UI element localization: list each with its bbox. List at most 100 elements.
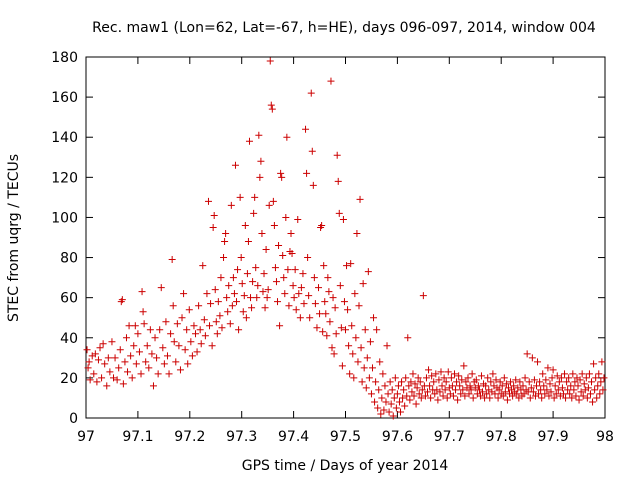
data-point (456, 382, 464, 390)
data-point (561, 370, 569, 378)
y-tick-label: 120 (51, 170, 78, 186)
y-tick-label: 20 (60, 371, 78, 387)
data-point (354, 358, 362, 366)
data-point (280, 274, 288, 282)
data-point (348, 322, 356, 330)
data-point (362, 384, 370, 392)
data-point (467, 386, 475, 394)
data-point (343, 262, 351, 270)
data-point (269, 197, 277, 205)
data-points (83, 57, 608, 420)
data-point (555, 378, 563, 386)
data-point (145, 364, 153, 372)
data-point (397, 408, 405, 416)
data-point (440, 374, 448, 382)
data-point (442, 378, 450, 386)
data-point (428, 372, 436, 380)
data-point (584, 384, 592, 392)
data-point (415, 390, 423, 398)
data-point (196, 326, 204, 334)
data-point (412, 400, 420, 408)
data-point (116, 346, 124, 354)
data-point (466, 382, 474, 390)
data-point (143, 342, 151, 350)
data-point (236, 193, 244, 201)
y-tick-label: 140 (51, 130, 78, 146)
data-point (299, 270, 307, 278)
data-point (553, 372, 561, 380)
data-point (163, 352, 171, 360)
data-point (156, 326, 164, 334)
data-point (479, 388, 487, 396)
data-point (275, 242, 283, 250)
data-point (365, 374, 373, 382)
data-point (289, 282, 297, 290)
data-point (214, 298, 222, 306)
data-point (484, 374, 492, 382)
data-point (549, 366, 557, 374)
data-point (401, 402, 409, 410)
data-point (404, 334, 412, 342)
data-point (579, 392, 587, 400)
data-point (357, 344, 365, 352)
data-point (437, 368, 445, 376)
data-point (377, 410, 385, 418)
data-point (563, 378, 571, 386)
data-point (501, 388, 509, 396)
data-point (175, 342, 183, 350)
data-point (389, 412, 397, 420)
data-point (234, 266, 242, 274)
data-point (528, 354, 536, 362)
data-point (304, 254, 312, 262)
data-point (325, 288, 333, 296)
data-point (465, 390, 473, 398)
x-tick-label: 97.4 (278, 429, 309, 445)
data-point (282, 213, 290, 221)
data-point (494, 394, 502, 402)
data-point (308, 147, 316, 155)
data-point (439, 392, 447, 400)
data-point (447, 374, 455, 382)
data-point (239, 308, 247, 316)
data-point (249, 278, 257, 286)
data-point (366, 338, 374, 346)
data-point (569, 370, 577, 378)
data-point (367, 390, 375, 398)
data-point (281, 290, 289, 298)
data-point (260, 270, 268, 278)
data-point (321, 298, 329, 306)
data-point (125, 322, 133, 330)
data-point (575, 396, 583, 404)
data-point (552, 390, 560, 398)
x-tick-label: 98 (596, 429, 614, 445)
data-point (242, 314, 250, 322)
data-point (519, 382, 527, 390)
data-point (121, 358, 129, 366)
data-point (213, 330, 221, 338)
x-tick-label: 97.6 (382, 429, 413, 445)
data-point (425, 366, 433, 374)
data-point (290, 294, 298, 302)
data-point (574, 382, 582, 390)
data-point (392, 404, 400, 412)
data-point (521, 374, 529, 382)
data-point (364, 268, 372, 276)
data-point (334, 177, 342, 185)
data-point (307, 89, 315, 97)
data-point (168, 256, 176, 264)
data-point (455, 372, 463, 380)
data-point (284, 266, 292, 274)
data-point (459, 386, 467, 394)
data-point (324, 274, 332, 282)
data-point (453, 378, 461, 386)
data-point (578, 370, 586, 378)
data-point (509, 392, 517, 400)
data-point (154, 370, 162, 378)
data-point (268, 105, 276, 113)
data-point (138, 288, 146, 296)
data-point (468, 370, 476, 378)
data-point (458, 376, 466, 384)
data-point (539, 370, 547, 378)
data-point (197, 340, 205, 348)
